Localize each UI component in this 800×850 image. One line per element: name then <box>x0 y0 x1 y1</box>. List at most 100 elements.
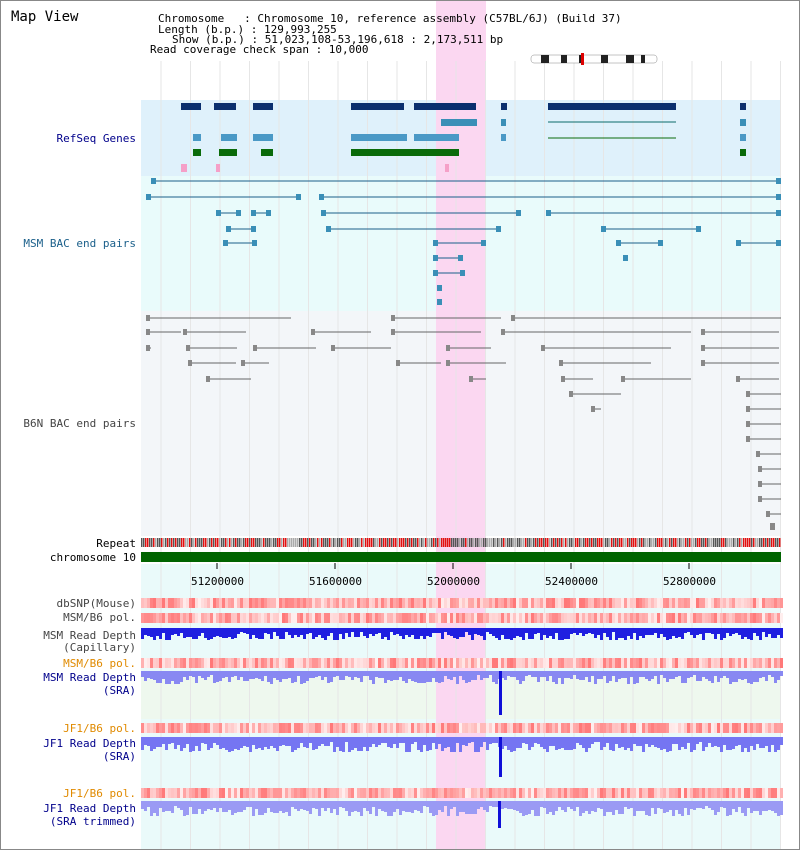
track-label-jf1-b6-pol[interactable]: JF1/B6 pol. <box>63 722 136 735</box>
track-label-dbsnp[interactable]: dbSNP(Mouse) <box>56 597 136 610</box>
read-depth-bar <box>639 628 642 636</box>
read-depth-bar <box>705 737 708 747</box>
track-label-msm-depth-capillary[interactable]: MSM Read Depth <box>43 629 136 642</box>
polymorphism-cell <box>714 658 717 668</box>
read-depth-bar <box>321 671 324 680</box>
read-depth-bar <box>540 671 543 677</box>
polymorphism-cell <box>513 613 516 623</box>
read-depth-bar <box>738 737 741 745</box>
polymorphism-cell <box>234 598 237 608</box>
bac-end-marker <box>623 255 628 261</box>
polymorphism-cell <box>327 788 330 798</box>
repeat-feature <box>321 538 323 547</box>
track-label-repeat[interactable]: Repeat <box>96 537 136 550</box>
track-label-msm-depth-sra[interactable]: MSM Read Depth <box>43 671 136 684</box>
read-depth-bar <box>474 737 477 752</box>
read-depth-bar <box>477 628 480 635</box>
polymorphism-cell <box>198 613 201 623</box>
polymorphism-cell <box>222 723 225 733</box>
track-label-jf1-depth-sra[interactable]: JF1 Read Depth <box>43 737 136 750</box>
read-depth-bar <box>567 801 570 807</box>
polymorphism-cell <box>696 613 699 623</box>
read-depth-bar <box>549 671 552 676</box>
track-label-refseq[interactable]: RefSeq Genes <box>56 132 136 145</box>
read-depth-bar <box>144 737 147 745</box>
polymorphism-cell <box>411 723 414 733</box>
repeat-feature <box>383 538 385 547</box>
polymorphism-cell <box>696 658 699 668</box>
polymorphism-cell <box>537 723 540 733</box>
read-depth-bar <box>687 737 690 743</box>
read-depth-bar <box>720 737 723 752</box>
polymorphism-cell <box>693 613 696 623</box>
read-depth-bar <box>192 628 195 639</box>
read-depth-bar <box>291 671 294 683</box>
polymorphism-cell <box>375 613 378 623</box>
polymorphism-cell <box>393 613 396 623</box>
track-label-chromosome[interactable]: chromosome 10 <box>49 551 136 564</box>
track-label-msm-b6-pol-sra[interactable]: MSM/B6 pol. <box>63 657 136 670</box>
polymorphism-cell <box>354 613 357 623</box>
read-depth-bar <box>150 628 153 637</box>
polymorphism-cell <box>366 598 369 608</box>
read-depth-bar <box>180 628 183 633</box>
polymorphism-cell <box>381 723 384 733</box>
read-depth-bar <box>459 801 462 812</box>
polymorphism-cell <box>228 658 231 668</box>
polymorphism-cell <box>324 723 327 733</box>
polymorphism-cell <box>450 658 453 668</box>
repeat-feature <box>675 538 677 547</box>
polymorphism-cell <box>339 658 342 668</box>
track-label-jf1-b6-pol-trim[interactable]: JF1/B6 pol. <box>63 787 136 800</box>
polymorphism-cell <box>657 598 660 608</box>
track-label-b6n-bac[interactable]: B6N BAC end pairs <box>23 417 136 430</box>
read-depth-bar <box>369 801 372 814</box>
read-depth-bar <box>774 671 777 683</box>
read-depth-bar <box>252 671 255 679</box>
repeat-feature <box>625 538 627 547</box>
read-depth-bar <box>219 801 222 808</box>
read-depth-bar <box>303 737 306 747</box>
repeat-feature <box>661 538 663 547</box>
polymorphism-cell <box>537 613 540 623</box>
polymorphism-cell <box>177 723 180 733</box>
polymorphism-cell <box>759 658 762 668</box>
read-depth-bar <box>405 671 408 683</box>
polymorphism-cell <box>696 723 699 733</box>
read-depth-bar <box>177 737 180 745</box>
polymorphism-cell <box>315 723 318 733</box>
polymorphism-cell <box>423 613 426 623</box>
polymorphism-cell <box>507 598 510 608</box>
read-depth-bar <box>747 737 750 752</box>
read-depth-bar <box>537 671 540 682</box>
polymorphism-cell <box>435 613 438 623</box>
track-label-msm-b6-pol[interactable]: MSM/B6 pol. <box>63 611 136 624</box>
polymorphism-cell <box>375 658 378 668</box>
polymorphism-cell <box>534 658 537 668</box>
read-depth-bar <box>717 801 720 812</box>
repeat-feature <box>141 538 143 547</box>
read-depth-bar <box>642 801 645 811</box>
polymorphism-cell <box>468 598 471 608</box>
read-depth-bar <box>645 628 648 635</box>
repeat-feature <box>195 538 197 547</box>
polymorphism-cell <box>660 658 663 668</box>
polymorphism-cell <box>144 658 147 668</box>
polymorphism-cell <box>168 598 171 608</box>
track-label-jf1-depth-trim[interactable]: JF1 Read Depth <box>43 802 136 815</box>
read-depth-bar <box>492 801 495 807</box>
polymorphism-cell <box>708 598 711 608</box>
polymorphism-cell <box>561 723 564 733</box>
polymorphism-cell <box>243 613 246 623</box>
polymorphism-cell <box>309 613 312 623</box>
track-label-msm-bac[interactable]: MSM BAC end pairs <box>23 237 136 250</box>
polymorphism-cell <box>447 598 450 608</box>
polymorphism-cell <box>333 658 336 668</box>
read-depth-bar <box>582 737 585 748</box>
highlight-region <box>436 1 486 849</box>
read-depth-bar <box>243 671 246 681</box>
polymorphism-cell <box>558 598 561 608</box>
read-depth-bar <box>330 628 333 633</box>
read-depth-bar <box>189 628 192 637</box>
